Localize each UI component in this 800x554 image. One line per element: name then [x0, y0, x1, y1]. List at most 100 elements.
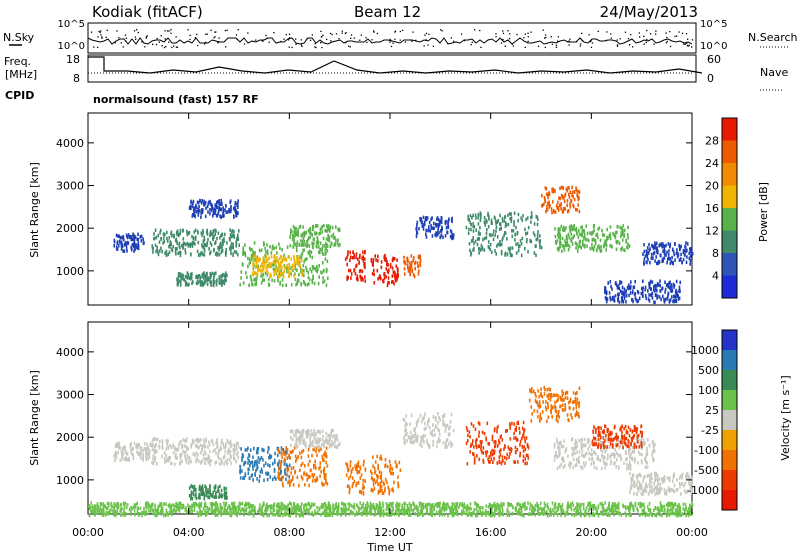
velocity-echo-cell [610, 453, 612, 458]
power-echo-cell [685, 241, 687, 245]
power-echo-cell [385, 275, 387, 279]
velocity-echo-cell [244, 472, 246, 476]
power-echo-cell [258, 248, 261, 253]
power-echo-cell [505, 223, 508, 227]
power-echo-cell [671, 295, 673, 299]
velocity-echo-cell [208, 440, 210, 444]
velocity-echo-cell [336, 445, 339, 449]
nsky-point [295, 38, 297, 40]
power-echo-cell [603, 233, 606, 237]
velocity-echo-cell [466, 462, 469, 466]
velocity-echo-cell [558, 415, 561, 419]
velocity-echo-cell [609, 432, 611, 436]
nsky-point [214, 31, 216, 33]
velocity-echo-cell [392, 489, 395, 493]
velocity-echo-cell [560, 441, 562, 446]
velocity-echo-cell [184, 454, 186, 459]
power-echo-cell [642, 252, 644, 256]
power-echo-cell [664, 287, 667, 292]
velocity-echo-cell [588, 451, 590, 456]
power-echo-cell [122, 234, 125, 239]
nsky-point [399, 30, 401, 33]
velocity-echo-cell [651, 489, 654, 494]
velocity-echo-cell [568, 406, 571, 410]
power-echo-cell [572, 195, 574, 199]
velocity-echo-cell [284, 450, 287, 454]
power-echo-cell [322, 268, 325, 273]
velocity-echo-cell [509, 452, 511, 456]
velocity-echo-cell [597, 426, 599, 430]
velocity-echo-cell [523, 436, 526, 440]
power-echo-cell [244, 253, 247, 258]
power-echo-cell [423, 220, 426, 225]
power-echo-cell [648, 242, 650, 247]
power-echo-cell [601, 229, 603, 233]
velocity-echo-cell [578, 404, 580, 409]
power-echo-cell [569, 202, 571, 206]
velocity-echo-cell [151, 461, 153, 465]
power-echo-cell [276, 256, 278, 260]
velocity-echo-cell [388, 489, 391, 493]
nsky-point [685, 33, 688, 35]
power-echo-cell [171, 248, 174, 253]
power-echo-cell [659, 289, 661, 293]
power-echo-cell [188, 206, 191, 210]
power-echo-cell [231, 245, 233, 250]
power-echo-cell [214, 232, 216, 236]
power-echo-cell [679, 258, 682, 262]
velocity-echo-cell [413, 428, 415, 433]
power-echo-cell [317, 281, 320, 286]
power-echo-cell [323, 279, 326, 283]
velocity-echo-cell [364, 468, 367, 472]
velocity-echo-cell [548, 392, 550, 397]
power-echo-cell [534, 244, 537, 248]
velocity-echo-cell [307, 448, 310, 452]
power-echo-cell [203, 249, 206, 253]
velocity-echo-cell [539, 404, 542, 409]
power-echo-cell [652, 256, 654, 260]
velocity-echo-cell [584, 443, 587, 447]
power-echo-cell [279, 261, 282, 265]
power-echo-cell [189, 253, 192, 257]
power-echo-cell [289, 270, 291, 275]
power-echo-cell [422, 227, 425, 231]
power-echo-cell [557, 232, 559, 237]
power-echo-cell [526, 216, 529, 220]
power-echo-cell [609, 236, 612, 241]
power-echo-cell [623, 248, 625, 252]
velocity-echo-cell [656, 491, 658, 496]
velocity-echo-cell [581, 449, 584, 453]
velocity-echo-cell [598, 426, 600, 430]
nsky-point [218, 37, 220, 39]
nsky-point [262, 40, 264, 42]
velocity-echo-cell [184, 439, 186, 443]
velocity-echo-cell [556, 414, 558, 419]
velocity-echo-cell [545, 400, 547, 404]
power-echo-cell [572, 204, 575, 209]
power-echo-cell [205, 278, 207, 282]
velocity-echo-cell [309, 443, 312, 448]
power-echo-cell [656, 246, 658, 250]
nsky-point [504, 45, 506, 47]
velocity-echo-cell [630, 483, 633, 487]
power-echo-cell [480, 243, 483, 248]
power-echo-cell [159, 249, 161, 253]
nsky-point [160, 35, 162, 37]
velocity-echo-cell [580, 438, 582, 442]
velocity-echo-cell [540, 387, 542, 391]
power-echo-cell [638, 296, 641, 300]
power-echo-cell [502, 236, 504, 240]
power-echo-cell [575, 186, 577, 190]
velocity-echo-cell [475, 445, 478, 450]
power-echo-cell [220, 202, 222, 206]
velocity-echo-cell [597, 437, 600, 442]
velocity-echo-cell [556, 440, 559, 444]
velocity-echo-cell [209, 459, 211, 463]
power-echo-cell [592, 230, 594, 235]
power-echo-cell [299, 224, 302, 229]
power-echo-cell [313, 241, 315, 246]
power-echo-cell [269, 245, 271, 249]
power-echo-cell [580, 232, 582, 237]
power-echo-cell [304, 243, 306, 247]
power-echo-cell [605, 299, 608, 304]
